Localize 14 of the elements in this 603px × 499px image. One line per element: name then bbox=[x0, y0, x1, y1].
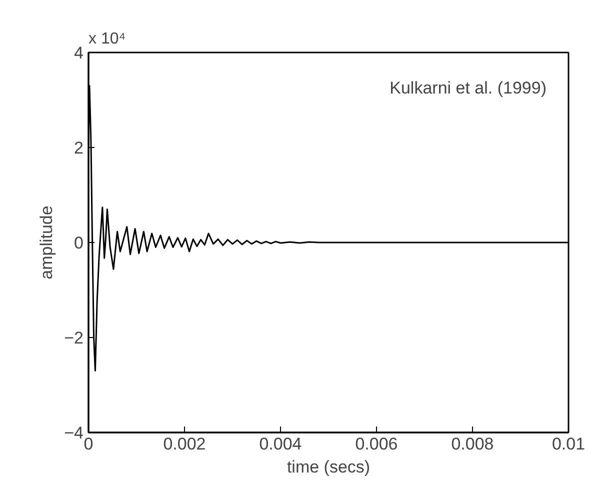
y-tick-label: −2 bbox=[64, 328, 84, 348]
x-tick-label: 0.006 bbox=[355, 434, 398, 454]
y-axis-title: amplitude bbox=[37, 206, 56, 280]
y-tick-label: 2 bbox=[74, 138, 84, 158]
x-tick-label: 0.004 bbox=[259, 434, 302, 454]
y-tick-label: 4 bbox=[74, 44, 84, 62]
x-axis-title: time (secs) bbox=[286, 458, 370, 476]
y-tick-label: −4 bbox=[64, 424, 84, 442]
x-tick-label: 0.008 bbox=[451, 434, 494, 454]
y-tick-label: 0 bbox=[74, 234, 84, 252]
x-tick-label: 0.002 bbox=[163, 434, 206, 454]
text: x 10⁴ bbox=[88, 30, 126, 48]
annotation: Kulkarni et al. (1999) bbox=[390, 78, 547, 98]
x-tick-label: 0.01 bbox=[552, 434, 586, 454]
